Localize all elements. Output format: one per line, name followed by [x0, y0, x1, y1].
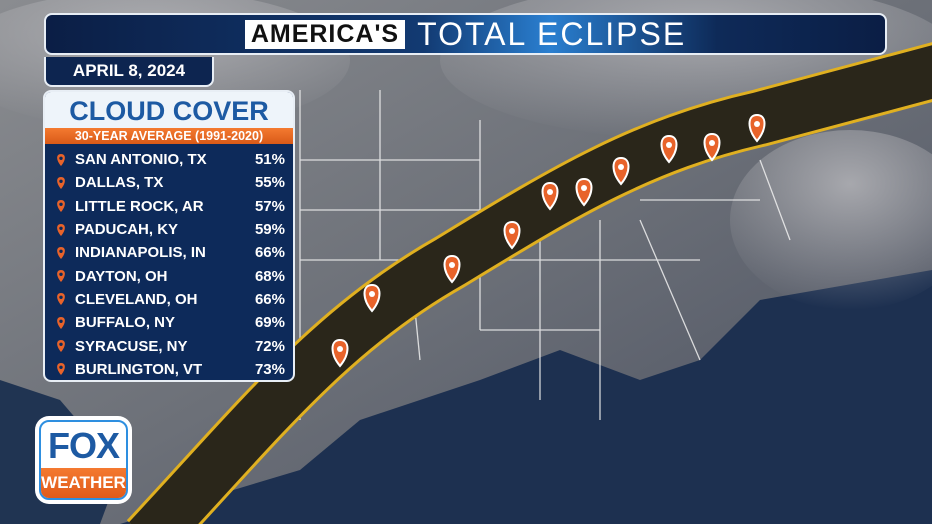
city-row: BUFFALO, NY 69% — [55, 311, 285, 334]
map-pin-icon — [57, 316, 65, 329]
banner-title: TOTAL ECLIPSE — [417, 15, 687, 52]
logo-fox: FOX — [47, 425, 120, 466]
city-row: PADUCAH, KY 59% — [55, 218, 285, 241]
pin-burlington[interactable] — [748, 113, 766, 143]
pin-cleveland[interactable] — [612, 156, 630, 186]
city-row: INDIANAPOLIS, IN 66% — [55, 241, 285, 264]
pin-buffalo[interactable] — [660, 134, 678, 164]
pin-dayton[interactable] — [575, 177, 593, 207]
ocean — [120, 270, 932, 524]
date-tab: APRIL 8, 2024 — [44, 57, 214, 87]
city-row: LITTLE ROCK, AR 57% — [55, 195, 285, 218]
pin-dallas[interactable] — [363, 283, 381, 313]
city-name: PADUCAH, KY — [75, 221, 179, 239]
map-pin-icon — [57, 340, 65, 353]
city-row: DALLAS, TX 55% — [55, 171, 285, 194]
panel-title: CLOUD COVER — [45, 92, 293, 128]
cloud-cover-value: 66% — [254, 290, 285, 308]
city-name: BURLINGTON, VT — [75, 360, 203, 378]
cloud-cover-value: 73% — [254, 360, 285, 378]
city-name: INDIANAPOLIS, IN — [75, 244, 206, 262]
map-pin-icon — [57, 223, 65, 236]
cloud-cover-value: 55% — [254, 174, 285, 192]
city-name: SYRACUSE, NY — [75, 337, 188, 355]
pin-syracuse[interactable] — [703, 132, 721, 162]
map-pin-icon — [57, 270, 65, 283]
logo-weather: WEATHER — [41, 468, 126, 498]
cloud-cover-value: 66% — [254, 244, 285, 262]
cloud-cover-value: 59% — [254, 221, 285, 239]
cloud-cover-value: 69% — [254, 314, 285, 332]
map-pin-icon — [57, 363, 65, 376]
city-name: LITTLE ROCK, AR — [75, 197, 204, 215]
city-name: BUFFALO, NY — [75, 314, 175, 332]
city-row: SYRACUSE, NY 72% — [55, 334, 285, 357]
cloud-cover-value: 57% — [254, 197, 285, 215]
city-name: CLEVELAND, OH — [75, 290, 198, 308]
pin-san-antonio[interactable] — [331, 338, 349, 368]
map-pin-icon — [57, 200, 65, 213]
fox-weather-logo: FOX WEATHER — [35, 416, 132, 504]
map-pin-icon — [57, 293, 65, 306]
cloud-cover-panel: CLOUD COVER 30-YEAR AVERAGE (1991-2020) … — [43, 90, 295, 382]
map-pin-icon — [57, 176, 65, 189]
city-name: DAYTON, OH — [75, 267, 168, 285]
panel-subtitle: 30-YEAR AVERAGE (1991-2020) — [45, 128, 293, 144]
map-pin-icon — [57, 246, 65, 259]
cloud-cover-value: 51% — [254, 151, 285, 169]
pin-little-rock[interactable] — [443, 254, 461, 284]
city-name: DALLAS, TX — [75, 174, 164, 192]
pin-paducah[interactable] — [503, 220, 521, 250]
city-name: SAN ANTONIO, TX — [75, 151, 207, 169]
map-pin-icon — [57, 153, 65, 166]
title-banner: AMERICA'S TOTAL ECLIPSE — [44, 13, 887, 55]
city-row: SAN ANTONIO, TX 51% — [55, 148, 285, 171]
pin-indianapolis[interactable] — [541, 181, 559, 211]
city-row: CLEVELAND, OH 66% — [55, 288, 285, 311]
cloud-cover-value: 68% — [254, 267, 285, 285]
cloud-cover-value: 72% — [254, 337, 285, 355]
city-row: BURLINGTON, VT 73% — [55, 358, 285, 380]
brand-label: AMERICA'S — [244, 19, 406, 49]
city-row: DAYTON, OH 68% — [55, 264, 285, 287]
